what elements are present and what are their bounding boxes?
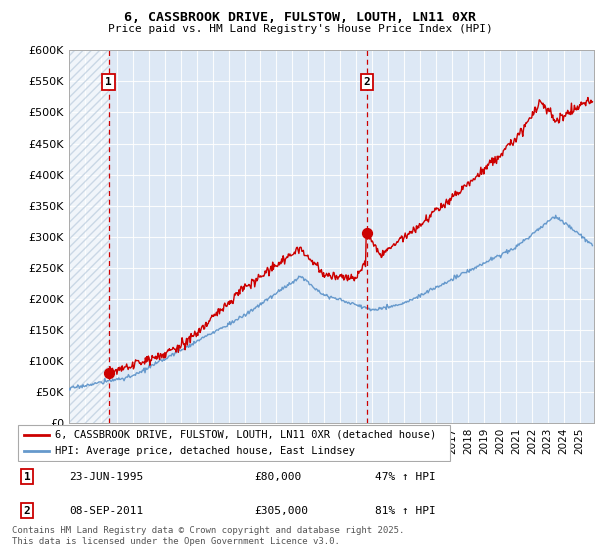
Text: 1: 1 [23,472,30,482]
Text: 2: 2 [364,77,371,87]
Text: 1: 1 [105,77,112,87]
Text: Price paid vs. HM Land Registry's House Price Index (HPI): Price paid vs. HM Land Registry's House … [107,24,493,34]
Text: 47% ↑ HPI: 47% ↑ HPI [375,472,436,482]
Point [362,229,372,238]
Point [104,368,113,377]
Text: 6, CASSBROOK DRIVE, FULSTOW, LOUTH, LN11 0XR (detached house): 6, CASSBROOK DRIVE, FULSTOW, LOUTH, LN11… [55,430,436,440]
Text: Contains HM Land Registry data © Crown copyright and database right 2025.
This d: Contains HM Land Registry data © Crown c… [12,526,404,546]
Text: 81% ↑ HPI: 81% ↑ HPI [375,506,436,516]
Bar [69,50,109,423]
FancyBboxPatch shape [18,424,450,461]
Text: £305,000: £305,000 [254,506,308,516]
Text: 2: 2 [23,506,30,516]
Text: HPI: Average price, detached house, East Lindsey: HPI: Average price, detached house, East… [55,446,355,456]
Text: £80,000: £80,000 [254,472,301,482]
Text: 08-SEP-2011: 08-SEP-2011 [70,506,144,516]
Text: 23-JUN-1995: 23-JUN-1995 [70,472,144,482]
Text: 6, CASSBROOK DRIVE, FULSTOW, LOUTH, LN11 0XR: 6, CASSBROOK DRIVE, FULSTOW, LOUTH, LN11… [124,11,476,24]
